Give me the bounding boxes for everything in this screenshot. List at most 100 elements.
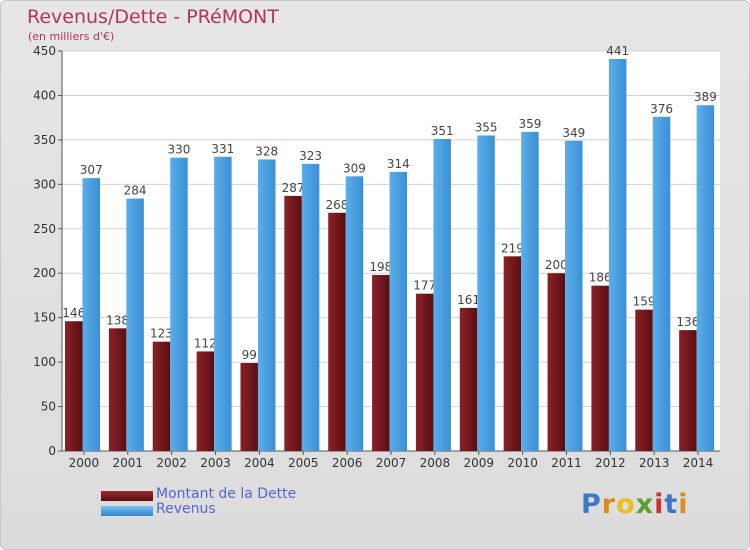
bar-revenus: [126, 198, 144, 451]
data-label-revenus: 314: [387, 157, 410, 171]
logo-letter: o: [616, 489, 636, 520]
x-tick-label: 2012: [595, 456, 626, 470]
data-label-revenus: 323: [299, 149, 322, 163]
data-label-dette: 287: [282, 181, 305, 195]
data-label-dette: 177: [413, 279, 436, 293]
legend-label-revenus: Revenus: [156, 501, 216, 517]
y-tick-label: 50: [41, 400, 56, 414]
x-tick-label: 2005: [288, 456, 319, 470]
bar-revenus: [82, 178, 100, 451]
data-label-dette: 112: [194, 336, 217, 350]
bar-dette: [635, 309, 653, 451]
x-tick-label: 2003: [200, 456, 231, 470]
data-label-dette: 268: [325, 198, 348, 212]
logo-letter: r: [601, 489, 617, 520]
bar-revenus: [696, 105, 715, 451]
y-tick-label: 250: [33, 222, 56, 236]
chart-subtitle: (en milliers d'€): [28, 30, 115, 43]
bar-revenus: [257, 159, 276, 451]
data-label-dette: 219: [501, 241, 524, 255]
x-tick-label: 2001: [113, 456, 144, 470]
data-label-revenus: 309: [343, 161, 366, 175]
x-tick-label: 2011: [551, 456, 582, 470]
bar-dette: [547, 273, 566, 451]
bar-dette: [328, 212, 346, 451]
bar-revenus: [214, 156, 232, 451]
bar-dette: [503, 256, 522, 451]
data-label-revenus: 359: [518, 117, 541, 131]
data-label-revenus: 351: [431, 124, 454, 138]
data-label-revenus: 307: [80, 163, 103, 177]
y-tick-label: 300: [33, 177, 56, 191]
data-label-revenus: 355: [475, 120, 498, 134]
data-label-dette: 186: [589, 271, 612, 285]
x-tick-label: 2002: [156, 456, 187, 470]
legend-label-dette: Montant de la Dette: [156, 486, 297, 502]
data-label-revenus: 328: [255, 144, 278, 158]
x-tick-label: 2010: [507, 456, 538, 470]
y-tick-label: 0: [48, 444, 56, 458]
x-tick-label: 2009: [463, 456, 494, 470]
data-label-revenus: 284: [124, 184, 147, 198]
x-tick-label: 2013: [639, 456, 670, 470]
bar-revenus: [565, 140, 583, 451]
data-label-revenus: 441: [606, 44, 629, 58]
data-label-dette: 146: [62, 306, 85, 320]
data-label-dette: 198: [369, 260, 392, 274]
bar-dette: [240, 363, 258, 451]
bar-revenus: [652, 116, 671, 452]
data-label-revenus: 349: [562, 126, 585, 140]
bar-dette: [284, 195, 302, 451]
bar-dette: [196, 351, 215, 451]
bar-dette: [65, 321, 83, 451]
data-label-dette: 200: [545, 258, 568, 272]
data-label-dette: 99: [242, 348, 257, 362]
data-label-dette: 161: [457, 293, 480, 307]
legend-swatch-dette: [101, 491, 153, 501]
y-tick-label: 200: [33, 266, 56, 280]
data-label-revenus: 330: [168, 143, 191, 157]
data-label-dette: 136: [676, 315, 699, 329]
logo-letter: t: [664, 489, 679, 520]
bar-revenus: [521, 131, 539, 451]
logo-letter: x: [635, 489, 655, 520]
bar-revenus: [477, 135, 495, 451]
chart-title: Revenus/Dette - PRéMONT: [27, 6, 279, 28]
y-tick-label: 100: [33, 355, 56, 369]
data-label-revenus: 376: [650, 102, 673, 116]
bar-dette: [415, 293, 434, 451]
bar-dette: [591, 285, 609, 451]
data-label-dette: 159: [633, 295, 656, 309]
logo-letter: i: [678, 489, 689, 520]
y-tick-label: 400: [33, 88, 56, 102]
bar-dette: [372, 275, 390, 451]
bar-revenus: [345, 176, 364, 452]
x-tick-label: 2007: [376, 456, 407, 470]
y-tick-label: 150: [33, 311, 56, 325]
logo-letter: i: [654, 489, 665, 520]
x-tick-label: 2004: [244, 456, 275, 470]
proxiti-logo: Proxiti: [581, 489, 689, 520]
data-label-dette: 123: [150, 327, 173, 341]
data-label-dette: 138: [106, 313, 129, 327]
y-tick-label: 350: [33, 133, 56, 147]
x-tick-label: 2014: [683, 456, 714, 470]
y-tick-label: 450: [33, 44, 56, 58]
logo-letter: P: [581, 489, 602, 520]
bar-dette: [152, 341, 171, 451]
data-label-revenus: 331: [211, 142, 234, 156]
x-tick-label: 2008: [420, 456, 451, 470]
bar-revenus: [433, 139, 451, 451]
x-tick-label: 2006: [332, 456, 363, 470]
bar-dette: [679, 330, 697, 451]
legend-swatch-revenus: [101, 506, 153, 516]
bar-revenus: [389, 171, 408, 451]
bar-dette: [108, 328, 127, 451]
bar-dette: [459, 307, 478, 451]
bar-revenus: [608, 59, 627, 451]
bar-revenus: [170, 157, 188, 451]
data-label-revenus: 389: [694, 90, 717, 104]
x-tick-label: 2000: [69, 456, 100, 470]
